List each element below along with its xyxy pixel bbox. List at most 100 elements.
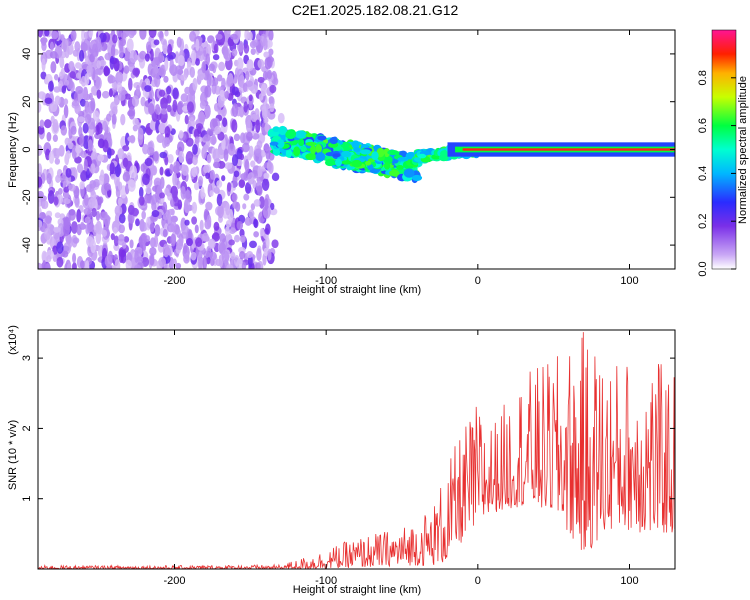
spectrogram-cell bbox=[172, 191, 178, 203]
spectrogram-cell bbox=[49, 41, 55, 52]
spectrogram-cell bbox=[212, 77, 219, 87]
spectrogram-cell bbox=[38, 102, 42, 113]
spectrogram-cell bbox=[138, 196, 145, 206]
spectrogram-cell bbox=[403, 168, 415, 178]
spectrogram-cell bbox=[75, 72, 81, 79]
spectrogram-cell bbox=[246, 59, 254, 72]
spectrogram-cell bbox=[158, 89, 166, 97]
spectrogram-cell bbox=[55, 174, 61, 183]
spectrogram-cell bbox=[329, 136, 338, 145]
spectrogram-cell bbox=[90, 97, 96, 112]
spectrogram-cell bbox=[61, 250, 69, 258]
spectrogram-cell bbox=[175, 149, 180, 156]
spectrogram-cell bbox=[63, 104, 69, 119]
spectrogram-cell bbox=[211, 133, 216, 146]
spectrogram-cell bbox=[176, 36, 182, 48]
spectrogram-cell bbox=[40, 195, 47, 202]
spectrogram-cell bbox=[231, 119, 238, 133]
spectrogram-cell bbox=[145, 41, 152, 53]
spectrogram-cell bbox=[206, 214, 212, 228]
spectrogram-cell bbox=[98, 196, 104, 204]
spectrogram-cell bbox=[208, 238, 216, 249]
spectrogram-cell bbox=[101, 229, 108, 237]
spectrogram-cell bbox=[259, 227, 265, 237]
spectrogram-cell bbox=[236, 57, 244, 71]
spectrogram-cell bbox=[324, 159, 335, 167]
y-tick-label: 1 bbox=[21, 496, 33, 502]
spectrogram-cell bbox=[159, 64, 166, 78]
spectrogram-cell bbox=[241, 142, 250, 153]
carrier-line bbox=[462, 148, 675, 151]
spectrogram-cell bbox=[206, 153, 212, 164]
spectrogram-cell bbox=[246, 250, 254, 258]
spectrogram-cell bbox=[52, 118, 59, 133]
spectrogram-cell bbox=[56, 256, 64, 268]
spectrogram-cell bbox=[110, 173, 116, 180]
spectrogram-cell bbox=[131, 207, 140, 217]
spectrogram-cell bbox=[41, 58, 46, 72]
spectrogram-cell bbox=[46, 131, 52, 142]
spectrogram-cell bbox=[136, 122, 141, 130]
spectrogram-cell bbox=[256, 185, 263, 196]
spectrogram-cell bbox=[79, 133, 85, 147]
y-tick-label: 40 bbox=[21, 48, 33, 60]
spectrogram-cell bbox=[267, 39, 273, 48]
spectrogram-cell bbox=[256, 248, 262, 262]
spectrogram-cell bbox=[236, 220, 244, 230]
spectrogram-cell bbox=[124, 132, 130, 147]
x-tick-label: -200 bbox=[163, 575, 185, 587]
spectrogram-cell bbox=[205, 44, 212, 57]
spectrogram-cell bbox=[131, 95, 140, 107]
spectrogram-cell bbox=[177, 55, 185, 67]
spectrogram-cell bbox=[120, 32, 127, 40]
spectrogram-cell bbox=[239, 153, 245, 161]
spectrogram-cell bbox=[154, 74, 161, 88]
spectrogram-cell bbox=[54, 95, 61, 106]
spectrogram-cell bbox=[232, 201, 239, 209]
spectrogram-cell bbox=[95, 36, 102, 49]
y-tick-label: -40 bbox=[21, 237, 33, 253]
spectrogram-cell bbox=[151, 165, 158, 176]
spectrogram-cell bbox=[233, 234, 241, 243]
spectrogram-cell bbox=[110, 101, 118, 112]
spectrogram-cell bbox=[228, 239, 235, 246]
spectrogram-cell bbox=[203, 134, 211, 142]
spectrogram-cell bbox=[151, 194, 158, 205]
spectrogram-cell bbox=[102, 120, 108, 131]
spectrogram-cell bbox=[74, 196, 80, 208]
spectrogram-cell bbox=[221, 77, 226, 90]
spectrogram-cell bbox=[268, 48, 274, 56]
spectrogram-cell bbox=[213, 221, 220, 231]
spectrogram-cell bbox=[164, 187, 170, 196]
x-tick-label: 0 bbox=[475, 575, 481, 587]
spectrogram-cell bbox=[149, 222, 155, 233]
spectrogram-cell bbox=[204, 85, 212, 98]
spectrogram-cell bbox=[49, 51, 58, 59]
spectrogram-cell bbox=[223, 148, 229, 162]
spectrogram-cell bbox=[185, 137, 194, 147]
spectrogram-cell bbox=[293, 146, 301, 157]
spectrogram-cell bbox=[113, 235, 119, 247]
spectrogram-cell bbox=[236, 68, 244, 82]
colorbar: 0.0 0.2 0.4 0.6 0.8 Normalized spectral ampl… bbox=[697, 29, 749, 277]
spectrogram-cell bbox=[149, 48, 154, 62]
spectrogram-cell bbox=[359, 149, 371, 155]
spectrogram-cell bbox=[244, 159, 250, 173]
spectrogram-cell bbox=[169, 65, 174, 74]
spectrogram-cell bbox=[169, 163, 174, 175]
spectrogram-cell bbox=[250, 48, 256, 55]
spectrogram-cell bbox=[239, 234, 246, 243]
colorbar-tick-label: 0.0 bbox=[697, 261, 709, 276]
spectrogram-cell bbox=[351, 140, 360, 149]
spectrogram-cell bbox=[88, 92, 93, 101]
spectrogram-cell bbox=[91, 43, 98, 57]
spectrogram-cell bbox=[105, 113, 112, 122]
spectrogram-cell bbox=[176, 239, 184, 251]
spectrogram-cell bbox=[74, 156, 82, 164]
spectrogram-cell bbox=[383, 162, 391, 170]
spectrogram-cell bbox=[217, 101, 222, 115]
spectrogram-cell bbox=[266, 69, 273, 80]
spectrogram-cell bbox=[60, 125, 68, 136]
spectrogram-cell bbox=[216, 193, 223, 207]
spectrogram-cell bbox=[135, 218, 140, 227]
